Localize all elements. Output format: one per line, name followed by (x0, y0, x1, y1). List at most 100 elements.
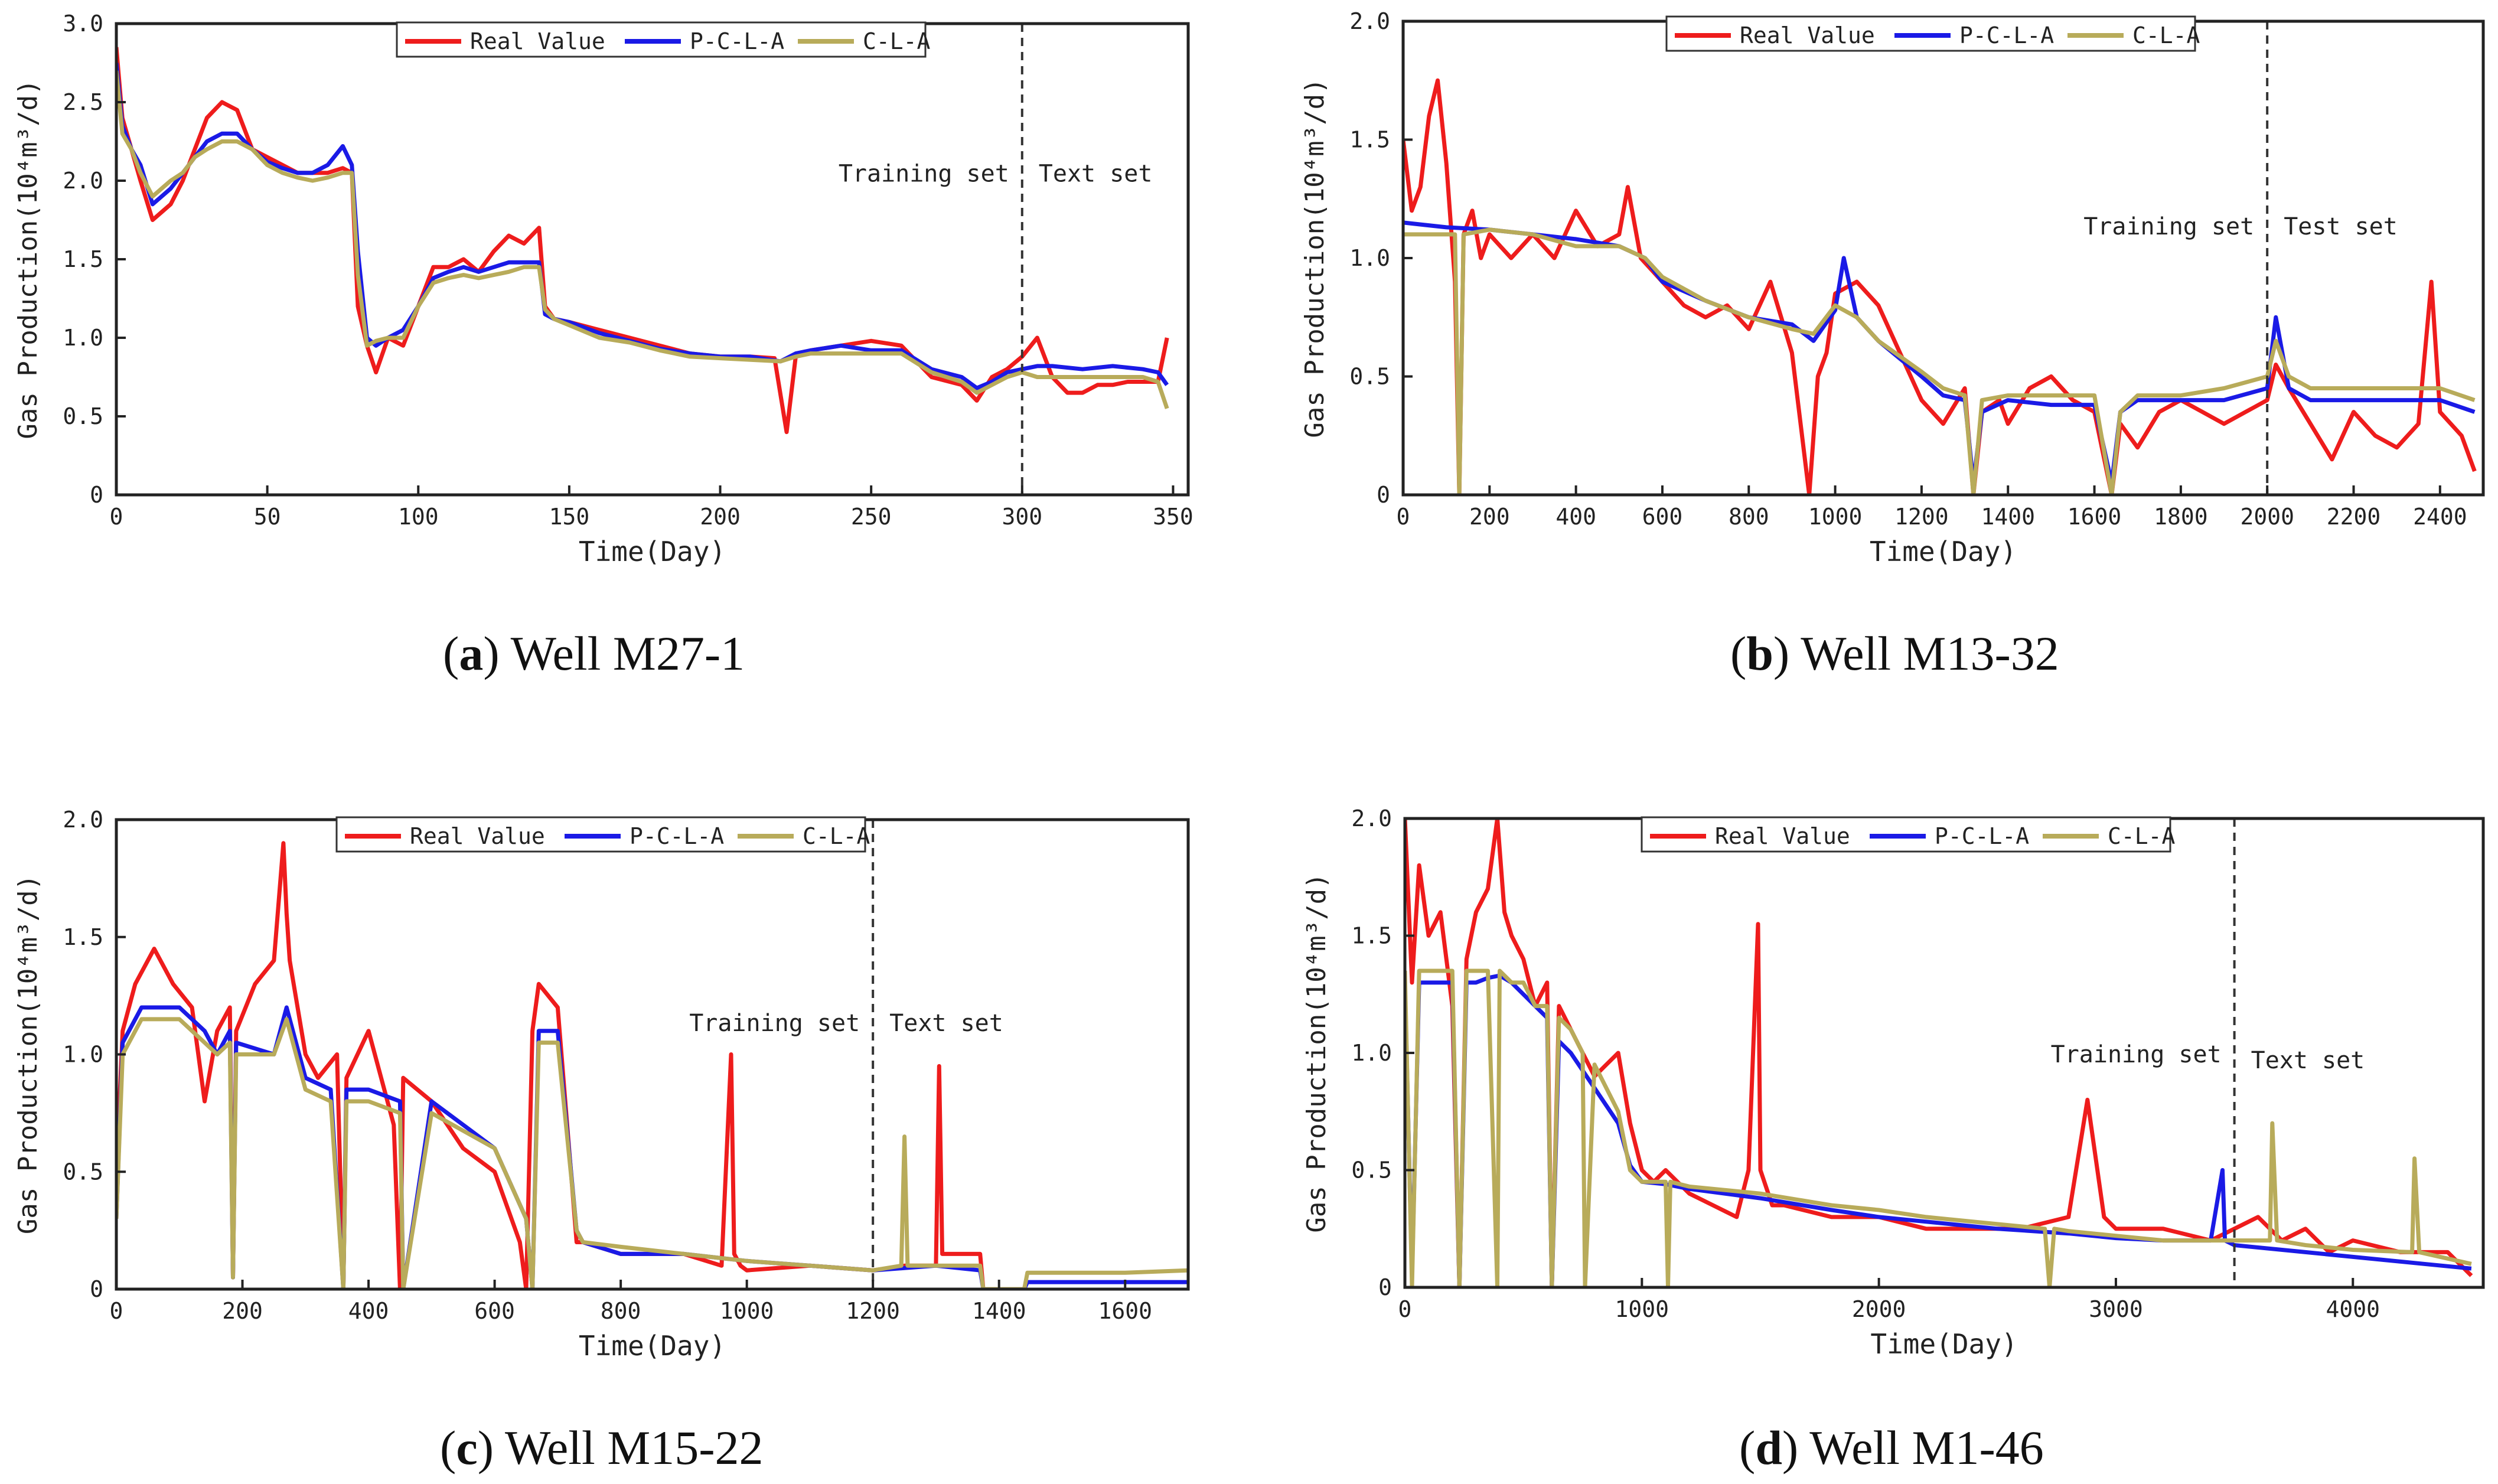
y-axis-title: Gas Production(10⁴m³/d) (1302, 873, 1332, 1232)
x-tick-label: 250 (851, 504, 892, 530)
y-tick-label: 0.5 (1349, 364, 1390, 390)
plot-frame (115, 818, 1190, 1291)
x-tick-label: 200 (222, 1298, 263, 1324)
x-tick-label: 600 (474, 1298, 515, 1324)
chart-b: 0 200 400 600 800 1000 1200 1400 1600 1800 2000 220… (1300, 8, 2485, 567)
legend-label: Real Value (1715, 823, 1850, 849)
legend: Real Value P-C-L-A C-L-A (335, 816, 870, 853)
x-tick-label: 1800 (2154, 504, 2208, 530)
y-tick-label: 3.0 (63, 11, 103, 37)
x-tick-label: 600 (1642, 504, 1683, 530)
test-set-label: Text set (889, 1010, 1003, 1037)
test-set-label: Text set (1039, 160, 1153, 187)
caption-d: (d) Well M1-46 (1739, 1421, 2044, 1475)
legend-label: P-C-L-A (630, 823, 724, 849)
x-tick-label: 1200 (846, 1298, 900, 1324)
x-tick-label: 1400 (1981, 504, 2035, 530)
y-tick-label: 2.0 (63, 807, 103, 833)
caption-c: (c) Well M15-22 (440, 1421, 764, 1475)
legend-label: C-L-A (803, 823, 870, 849)
series-line-real-value (1403, 78, 2477, 495)
test-set-label: Test set (2284, 213, 2398, 240)
legend-label: P-C-L-A (1935, 823, 2029, 849)
series-line-p-c-l-a (116, 63, 1169, 390)
x-tick-label: 200 (1469, 504, 1510, 530)
series-line-c-l-a (116, 1017, 1188, 1289)
y-axis-title-quantity: Gas Production (13, 1015, 43, 1234)
x-tick-label: 2000 (2240, 504, 2294, 530)
y-axis-title-unit: (10⁴m³/d) (13, 79, 43, 220)
y-tick-label: 0 (1377, 482, 1390, 508)
x-tick-label: 50 (254, 504, 281, 530)
x-tick-label: 400 (1555, 504, 1596, 530)
legend-label: P-C-L-A (690, 28, 784, 54)
y-tick-label: 2.0 (63, 168, 103, 194)
legend: Real Value P-C-L-A C-L-A (1641, 816, 2176, 853)
x-tick-label: 1600 (2067, 504, 2122, 530)
y-tick-label: 1.0 (1351, 1040, 1392, 1066)
x-tick-label: 1000 (1808, 504, 1863, 530)
y-axis-title-unit: (10⁴m³/d) (13, 875, 43, 1015)
x-tick-label: 4000 (2326, 1296, 2380, 1322)
legend-label: P-C-L-A (1959, 22, 2054, 48)
series-line-c-l-a (1403, 227, 2476, 495)
legend-label: Real Value (470, 28, 605, 54)
x-tick-label: 800 (601, 1298, 641, 1324)
training-set-label: Training set (689, 1010, 860, 1037)
y-axis-title-quantity: Gas Production (13, 220, 43, 439)
caption-a: (a) Well M27-1 (443, 627, 745, 680)
x-tick-label: 1000 (1615, 1296, 1669, 1322)
series-line-real-value (116, 841, 986, 1289)
y-tick-label: 2.5 (63, 89, 103, 115)
x-tick-label: 1200 (1894, 504, 1949, 530)
x-tick-label: 150 (549, 504, 590, 530)
x-tick-label: 0 (110, 1298, 123, 1324)
y-axis-title-unit: (10⁴m³/d) (1300, 78, 1330, 218)
x-axis-title: Time(Day) (579, 1330, 726, 1362)
x-axis-title: Time(Day) (579, 536, 726, 567)
plot-frame (115, 22, 1190, 497)
y-tick-label: 1.5 (1349, 127, 1390, 153)
training-set-label: Training set (2083, 213, 2254, 240)
chart-d: 0 1000 2000 3000 4000 0 0.5 1.0 1.5 2.0 Time(Day) G… (1302, 805, 2485, 1360)
x-tick-label: 350 (1153, 504, 1193, 530)
series-line-real-value (116, 47, 1169, 435)
y-axis-title: Gas Production(10⁴m³/d) (13, 875, 43, 1234)
test-set-label: Text set (2251, 1047, 2365, 1074)
x-axis-title: Time(Day) (1870, 1328, 2017, 1360)
y-tick-label: 0.5 (63, 403, 103, 429)
x-tick-label: 1400 (972, 1298, 1026, 1324)
y-tick-label: 0 (1378, 1274, 1392, 1300)
y-tick-label: 2.0 (1351, 805, 1392, 831)
x-tick-label: 800 (1729, 504, 1769, 530)
x-tick-label: 300 (1002, 504, 1042, 530)
training-set-label: Training set (839, 160, 1009, 187)
series-line-c-l-a (116, 70, 1169, 409)
y-tick-label: 0 (90, 1276, 103, 1302)
y-axis-title-unit: (10⁴m³/d) (1302, 873, 1332, 1013)
x-tick-label: 0 (1397, 504, 1410, 530)
y-tick-label: 1.0 (1349, 245, 1390, 271)
x-tick-label: 2200 (2327, 504, 2381, 530)
y-tick-label: 0 (90, 482, 103, 508)
x-tick-label: 0 (110, 504, 123, 530)
y-tick-label: 1.0 (63, 1042, 103, 1068)
chart-c: 0 200 400 600 800 1000 1200 1400 1600 0 0.5 1.0 1.5 2… (13, 807, 1190, 1362)
chart-a: 0 50 100 150 200 250 300 350 0 0.5 1.0 1.5 2.0 2.5 3.0… (13, 11, 1193, 567)
x-tick-label: 2400 (2413, 504, 2467, 530)
x-tick-label: 1000 (720, 1298, 774, 1324)
y-axis-title-quantity: Gas Production (1300, 219, 1330, 438)
caption-b: (b) Well M13-32 (1730, 627, 2059, 680)
series-line-p-c-l-a (1403, 220, 2476, 485)
legend-label: C-L-A (863, 28, 931, 54)
y-tick-label: 1.0 (63, 325, 103, 351)
legend-label: Real Value (1740, 22, 1875, 48)
x-tick-label: 400 (348, 1298, 389, 1324)
y-axis-title: Gas Production(10⁴m³/d) (13, 79, 43, 439)
legend: Real Value P-C-L-A C-L-A (396, 21, 931, 58)
x-tick-label: 0 (1398, 1296, 1412, 1322)
legend-label: C-L-A (2108, 823, 2176, 849)
x-tick-label: 2000 (1852, 1296, 1906, 1322)
y-tick-label: 1.5 (1351, 923, 1392, 949)
